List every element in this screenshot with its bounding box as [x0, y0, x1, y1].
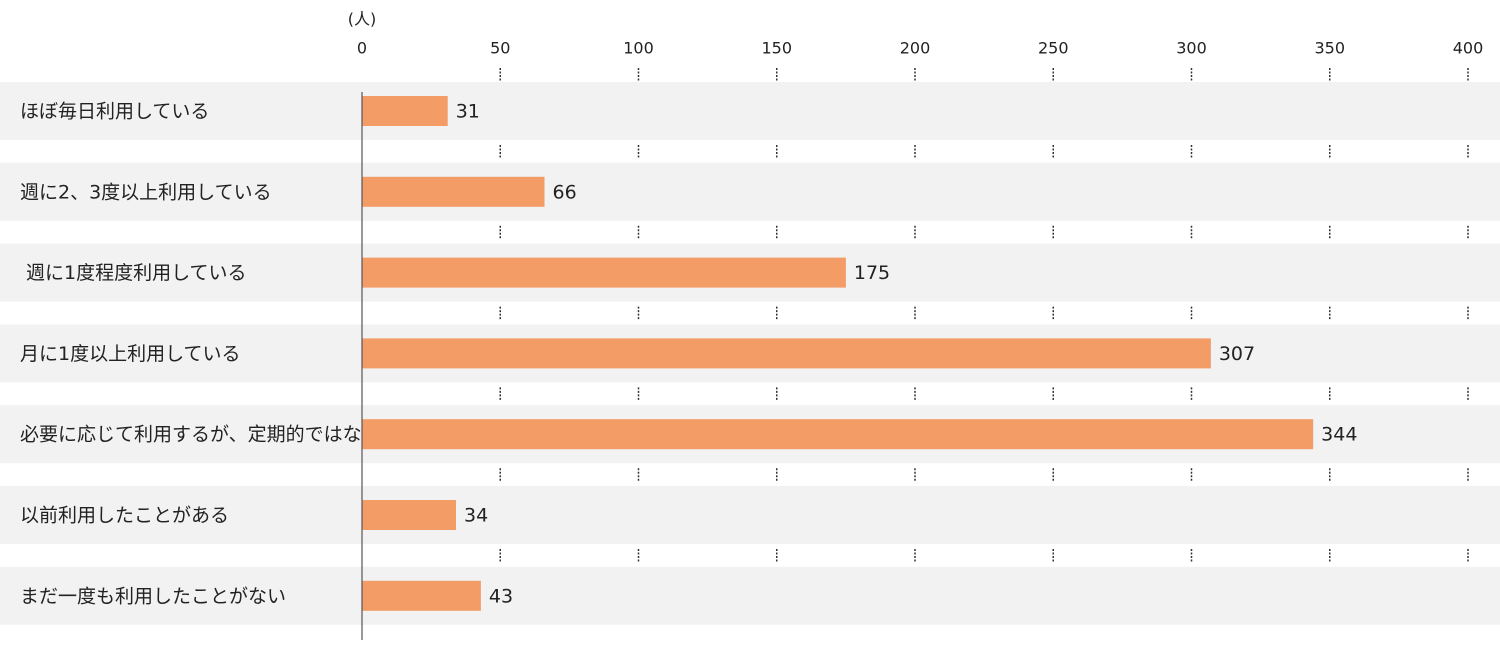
x-tick-label: 400	[1453, 39, 1484, 58]
bar	[362, 257, 846, 288]
category-label: まだ一度も利用したことがない	[20, 585, 286, 607]
bar	[362, 338, 1211, 369]
row-band	[0, 566, 1500, 625]
bar	[362, 419, 1314, 450]
bar	[362, 500, 457, 530]
x-tick-label: 0	[357, 39, 367, 58]
x-tick-label: 150	[761, 39, 792, 58]
value-label: 66	[552, 181, 576, 203]
value-label: 31	[456, 101, 480, 123]
row-band	[0, 162, 1500, 221]
category-label: 週に1度程度利用している	[20, 262, 247, 284]
x-tick-label: 100	[623, 39, 654, 58]
row-band	[0, 82, 1500, 140]
category-label: 必要に応じて利用するが、定期的ではない	[20, 424, 381, 446]
row-band	[0, 486, 1500, 544]
x-tick-label: 200	[900, 39, 931, 58]
category-label: 週に2、3度以上利用している	[20, 181, 272, 203]
value-label: 175	[854, 262, 890, 284]
value-label: 43	[489, 585, 513, 607]
x-tick-label: 50	[490, 39, 510, 58]
bar	[362, 176, 545, 207]
category-label: ほぼ毎日利用している	[20, 101, 209, 123]
value-label: 307	[1219, 343, 1255, 365]
axis-unit: (人)	[348, 10, 377, 29]
bar	[362, 580, 481, 611]
category-label: 以前利用したことがある	[20, 505, 229, 527]
value-label: 344	[1321, 424, 1357, 446]
value-label: 34	[464, 505, 488, 527]
category-label: 月に1度以上利用している	[20, 343, 241, 365]
x-tick-label: 300	[1176, 39, 1207, 58]
x-tick-label: 350	[1314, 39, 1345, 58]
x-tick-label: 250	[1038, 39, 1069, 58]
bar	[362, 96, 448, 126]
